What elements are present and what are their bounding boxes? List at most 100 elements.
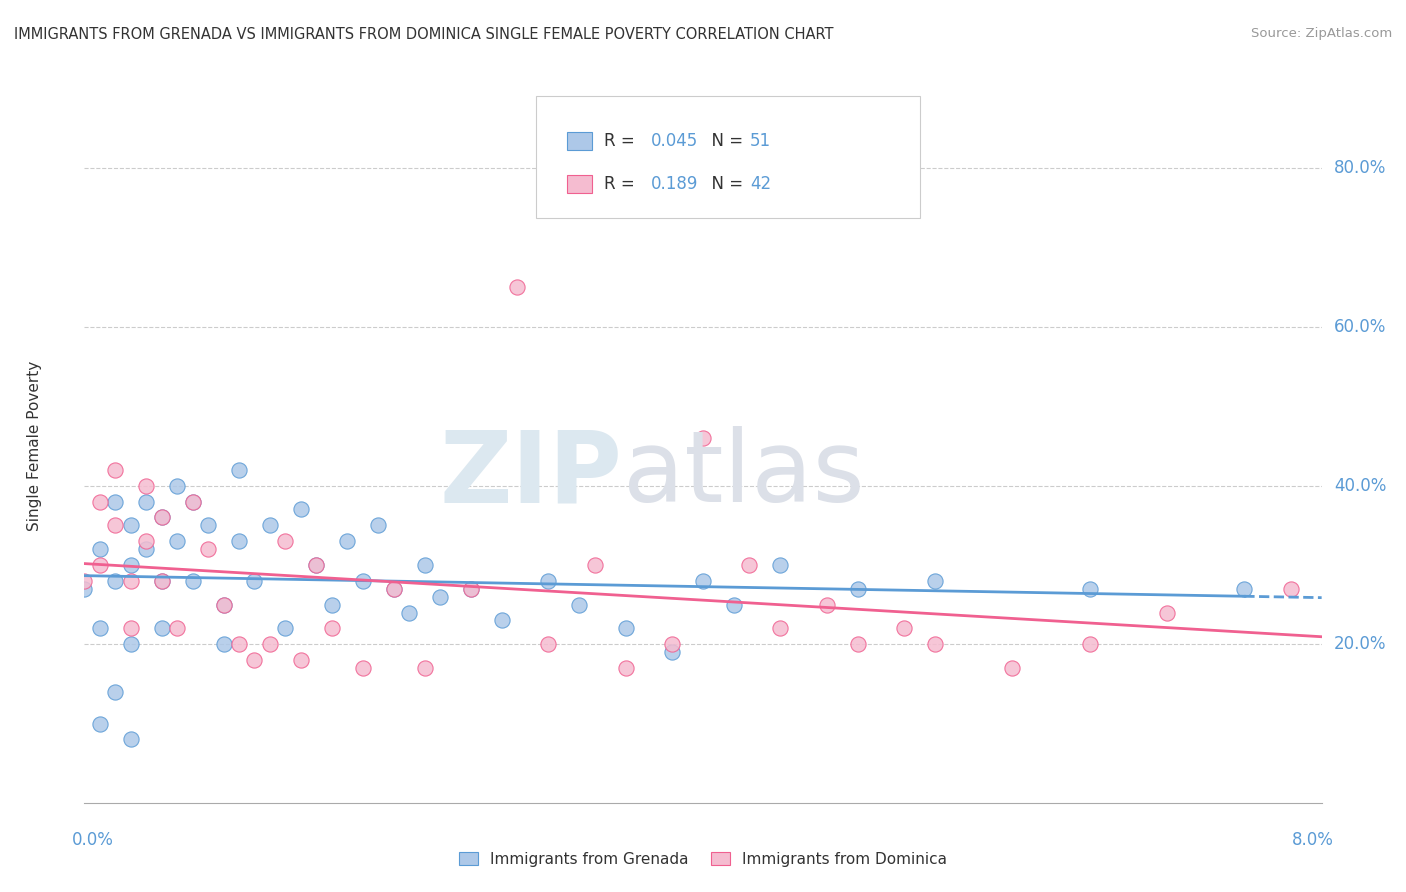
FancyBboxPatch shape	[567, 132, 592, 150]
Point	[769, 558, 792, 572]
Point	[135, 534, 157, 549]
Text: 20.0%: 20.0%	[1334, 635, 1386, 653]
Point	[120, 518, 142, 533]
Point	[120, 732, 142, 747]
Point	[150, 510, 173, 524]
Point	[924, 574, 946, 588]
Point	[614, 621, 637, 635]
Text: Single Female Poverty: Single Female Poverty	[27, 361, 42, 531]
Point	[1233, 582, 1256, 596]
Point	[120, 621, 142, 635]
Text: N =: N =	[700, 132, 748, 150]
Point	[135, 494, 157, 508]
Point	[769, 621, 792, 635]
Point	[290, 502, 312, 516]
Point	[290, 653, 312, 667]
Point	[243, 574, 266, 588]
Text: 80.0%: 80.0%	[1334, 160, 1386, 178]
Point	[104, 518, 127, 533]
Point	[150, 510, 173, 524]
Point	[846, 582, 869, 596]
Point	[429, 590, 451, 604]
Point	[336, 534, 359, 549]
Point	[104, 574, 127, 588]
Point	[924, 637, 946, 651]
Point	[352, 574, 374, 588]
Text: 60.0%: 60.0%	[1334, 318, 1386, 336]
Point	[197, 542, 219, 557]
Text: N =: N =	[700, 175, 748, 193]
Point	[1078, 582, 1101, 596]
Text: 51: 51	[749, 132, 770, 150]
Point	[228, 534, 250, 549]
Text: 0.045: 0.045	[651, 132, 699, 150]
Point	[89, 542, 111, 557]
FancyBboxPatch shape	[536, 96, 920, 218]
Point	[382, 582, 405, 596]
Point	[166, 478, 188, 492]
Point	[661, 645, 683, 659]
Legend: Immigrants from Grenada, Immigrants from Dominica: Immigrants from Grenada, Immigrants from…	[460, 852, 946, 866]
Point	[120, 574, 142, 588]
Point	[568, 598, 591, 612]
Point	[181, 494, 204, 508]
Point	[321, 621, 343, 635]
Point	[352, 661, 374, 675]
Point	[738, 558, 761, 572]
Point	[104, 685, 127, 699]
Point	[692, 574, 714, 588]
Text: R =: R =	[605, 175, 640, 193]
Point	[661, 637, 683, 651]
Point	[460, 582, 482, 596]
Point	[150, 574, 173, 588]
Point	[212, 598, 235, 612]
Text: 0.189: 0.189	[651, 175, 699, 193]
Point	[1279, 582, 1302, 596]
Point	[166, 534, 188, 549]
Point	[104, 494, 127, 508]
Point	[212, 637, 235, 651]
Point	[150, 574, 173, 588]
Point	[243, 653, 266, 667]
Point	[305, 558, 328, 572]
Text: ZIP: ZIP	[440, 426, 623, 523]
Text: 42: 42	[749, 175, 770, 193]
Point	[382, 582, 405, 596]
FancyBboxPatch shape	[567, 175, 592, 193]
Point	[1078, 637, 1101, 651]
Text: atlas: atlas	[623, 426, 865, 523]
Text: 8.0%: 8.0%	[1292, 831, 1334, 849]
Point	[73, 574, 96, 588]
Point	[228, 637, 250, 651]
Point	[259, 637, 281, 651]
Point	[274, 534, 297, 549]
Point	[614, 661, 637, 675]
Point	[89, 558, 111, 572]
Point	[166, 621, 188, 635]
Point	[537, 637, 560, 651]
Point	[181, 574, 204, 588]
Point	[259, 518, 281, 533]
Text: 40.0%: 40.0%	[1334, 476, 1386, 495]
Point	[274, 621, 297, 635]
Text: 0.0%: 0.0%	[72, 831, 114, 849]
Point	[1001, 661, 1024, 675]
Point	[398, 606, 420, 620]
Point	[150, 621, 173, 635]
Point	[846, 637, 869, 651]
Point	[228, 463, 250, 477]
Point	[120, 558, 142, 572]
Point	[506, 280, 529, 294]
Text: Source: ZipAtlas.com: Source: ZipAtlas.com	[1251, 27, 1392, 40]
Point	[321, 598, 343, 612]
Point	[815, 598, 838, 612]
Point	[135, 542, 157, 557]
Point	[583, 558, 606, 572]
Point	[367, 518, 389, 533]
Point	[1156, 606, 1178, 620]
Point	[120, 637, 142, 651]
Point	[181, 494, 204, 508]
Point	[413, 661, 436, 675]
Text: IMMIGRANTS FROM GRENADA VS IMMIGRANTS FROM DOMINICA SINGLE FEMALE POVERTY CORREL: IMMIGRANTS FROM GRENADA VS IMMIGRANTS FR…	[14, 27, 834, 42]
Point	[135, 478, 157, 492]
